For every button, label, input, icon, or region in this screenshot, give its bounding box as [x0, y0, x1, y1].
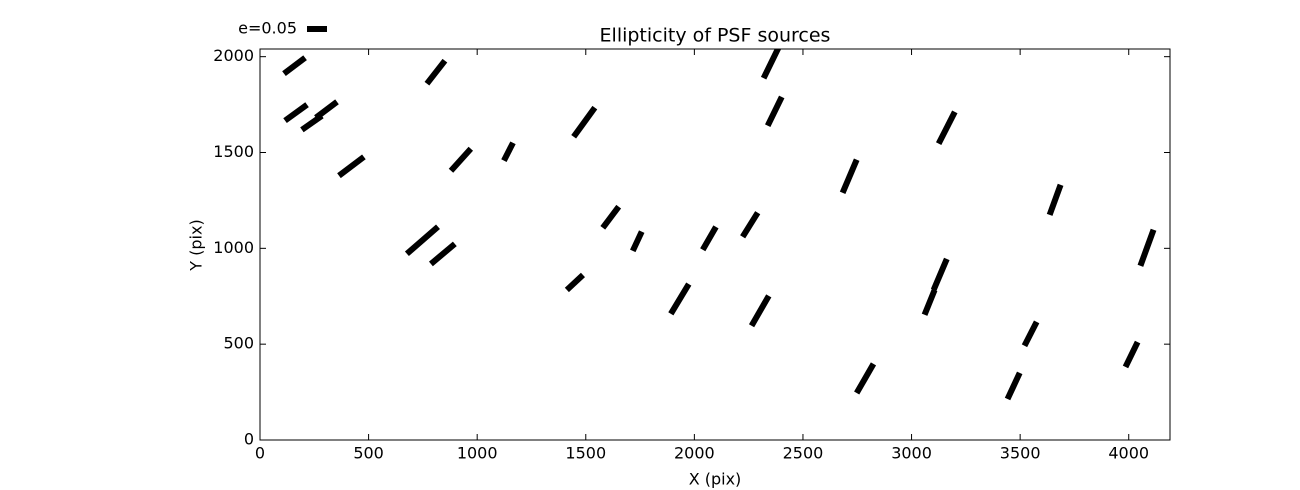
y-tick-label: 2000	[213, 46, 254, 65]
chart-title: Ellipticity of PSF sources	[600, 25, 831, 47]
x-tick-label: 2500	[783, 444, 824, 463]
x-tick-label: 3000	[891, 444, 932, 463]
whisker	[740, 211, 761, 239]
whisker	[428, 241, 457, 267]
x-tick-label: 4000	[1108, 444, 1149, 463]
whisker	[930, 257, 950, 292]
whisker	[564, 272, 586, 293]
plot-frame	[259, 48, 1171, 441]
x-tick-label: 1500	[565, 444, 606, 463]
whisker	[630, 230, 645, 253]
legend-label: e=0.05	[238, 19, 297, 38]
whisker	[1122, 340, 1141, 369]
whisker	[448, 146, 474, 173]
whisker	[839, 158, 860, 195]
whisker	[424, 58, 448, 86]
x-axis-label: X (pix)	[689, 470, 742, 489]
y-tick-label: 1000	[213, 238, 254, 257]
whisker	[283, 102, 309, 124]
whisker	[765, 95, 785, 127]
whisker	[1046, 183, 1064, 216]
whisker	[760, 49, 782, 80]
whisker	[700, 225, 719, 252]
whisker	[571, 105, 598, 139]
whisker	[921, 288, 938, 316]
x-tick-label: 500	[353, 444, 384, 463]
whisker	[1004, 371, 1023, 401]
whisker	[854, 362, 877, 395]
whisker	[748, 294, 772, 328]
whisker	[314, 99, 339, 121]
y-axis-label: Y (pix)	[187, 219, 206, 271]
whisker	[668, 282, 692, 316]
whisker	[337, 154, 366, 179]
whisker	[1137, 228, 1157, 267]
x-tick-label: 3500	[1000, 444, 1041, 463]
whisker	[501, 141, 516, 163]
whisker	[404, 224, 440, 257]
y-tick-label: 500	[223, 334, 254, 353]
x-tick-label: 2000	[674, 444, 715, 463]
whisker	[1021, 320, 1040, 348]
x-tick-label: 0	[255, 444, 265, 463]
y-tick-label: 0	[244, 430, 254, 449]
whisker	[935, 110, 958, 145]
x-tick-label: 1000	[457, 444, 498, 463]
y-tick-label: 1500	[213, 142, 254, 161]
whisker	[600, 204, 622, 230]
whisker	[282, 55, 307, 77]
whisker-layer	[282, 49, 1157, 401]
